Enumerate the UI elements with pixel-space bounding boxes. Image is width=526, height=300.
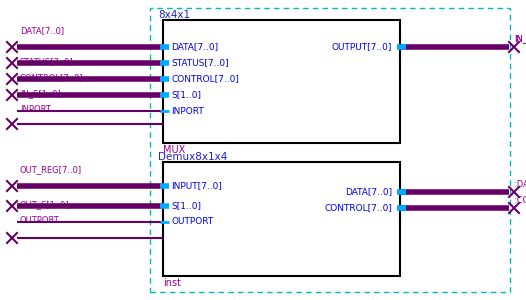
Text: INPORT: INPORT (171, 106, 204, 116)
Text: DATA[7..0]: DATA[7..0] (20, 26, 64, 35)
Text: OUTPUT[7..0]: OUTPUT[7..0] (331, 43, 392, 52)
Text: S[1..0]: S[1..0] (171, 91, 201, 100)
Text: :CONTROL[7..0]: :CONTROL[7..0] (514, 195, 526, 204)
Text: inst: inst (163, 278, 181, 288)
Text: DATA[7..0]: DATA[7..0] (345, 188, 392, 196)
Text: OUT_S[1..0]: OUT_S[1..0] (20, 200, 69, 209)
Text: OUT_REG[7..0]: OUT_REG[7..0] (20, 165, 82, 174)
Bar (163, 162, 400, 276)
Text: :DATA[7..0]: :DATA[7..0] (514, 179, 526, 188)
Text: OUTPORT: OUTPORT (20, 216, 60, 225)
Text: S[1..0]: S[1..0] (171, 202, 201, 211)
Bar (163, 20, 400, 143)
Text: IN_REG[7..0]: IN_REG[7..0] (514, 34, 526, 43)
Text: IN_REG[7..0]: IN_REG[7..0] (514, 34, 526, 43)
Text: INPUT[7..0]: INPUT[7..0] (171, 182, 222, 190)
Text: Demux8x1x4: Demux8x1x4 (158, 152, 227, 162)
Text: CONTROL[7..0]: CONTROL[7..0] (324, 203, 392, 212)
Text: IN_S[1..0]: IN_S[1..0] (20, 89, 60, 98)
Text: OUTPORT: OUTPORT (171, 218, 213, 226)
Text: STATUS[7..0]: STATUS[7..0] (20, 57, 74, 66)
Text: CONTROL[7..0]: CONTROL[7..0] (20, 73, 84, 82)
Text: CONTROL[7..0]: CONTROL[7..0] (171, 74, 239, 83)
Text: 8x4x1: 8x4x1 (158, 10, 190, 20)
Text: INPORT: INPORT (20, 105, 51, 114)
Text: MUX: MUX (163, 145, 185, 155)
Text: STATUS[7..0]: STATUS[7..0] (171, 58, 229, 68)
Bar (150, 8, 510, 292)
Text: DATA[7..0]: DATA[7..0] (171, 43, 218, 52)
